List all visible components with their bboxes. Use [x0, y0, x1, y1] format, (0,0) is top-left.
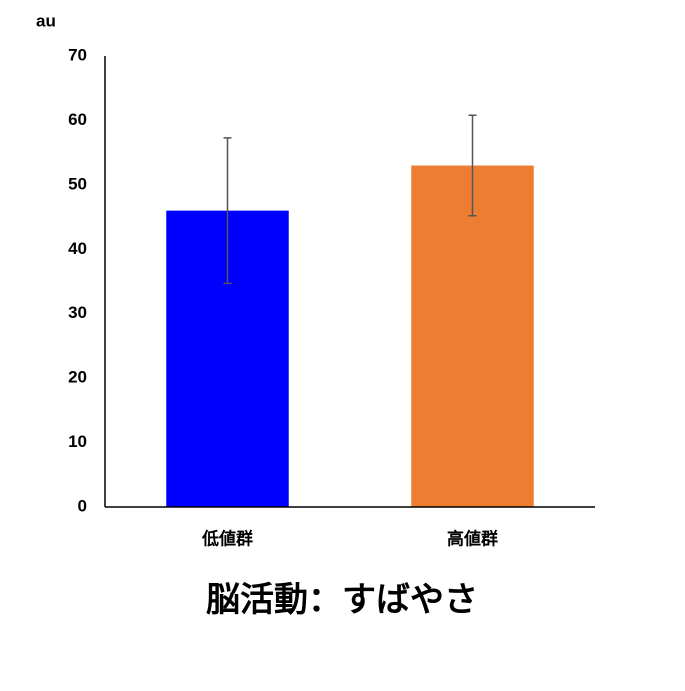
y-axis-label: au: [36, 11, 56, 30]
y-tick-label: 10: [68, 432, 87, 451]
error-bar: [223, 137, 232, 285]
y-tick-label: 50: [68, 174, 87, 193]
y-tick-label: 0: [78, 496, 87, 515]
chart-title: 脳活動：すばやさ: [206, 581, 478, 619]
y-tick-label: 40: [68, 239, 87, 258]
error-bar: [468, 114, 477, 217]
y-tick-label: 20: [68, 368, 87, 387]
x-tick-label: 低値群: [201, 528, 253, 548]
y-tick-label: 60: [68, 110, 87, 129]
bar: [411, 165, 534, 507]
y-tick-label: 70: [68, 45, 87, 64]
y-tick-label: 30: [68, 303, 87, 322]
x-tick-label: 高値群: [447, 528, 498, 548]
